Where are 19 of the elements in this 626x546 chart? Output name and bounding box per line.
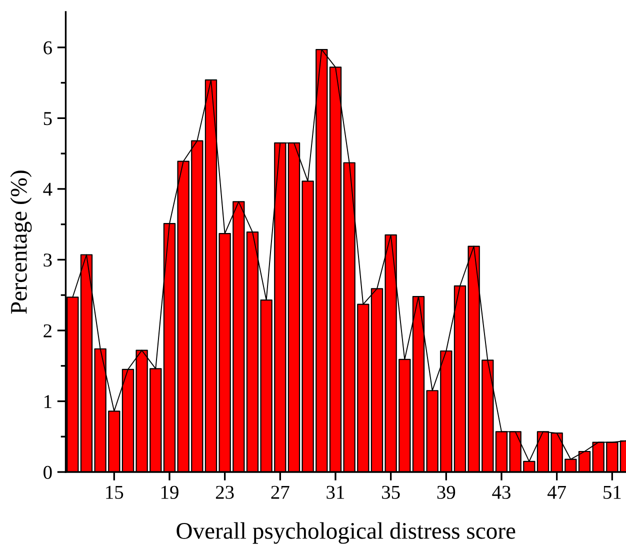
x-tick-label: 31 <box>326 486 344 499</box>
y-tick-label: 1 <box>44 395 52 408</box>
x-tick-label: 35 <box>382 486 400 499</box>
x-tick-label: 51 <box>604 486 621 499</box>
x-tick-label: 19 <box>161 486 178 499</box>
x-axis-title: Overall psychological distress score <box>176 522 516 544</box>
x-tick-label: 47 <box>547 486 566 499</box>
x-tick-label: 23 <box>216 486 234 499</box>
y-tick-label: 6 <box>44 41 52 54</box>
y-tick-label: 4 <box>43 182 52 196</box>
y-tick-label: 3 <box>44 254 52 267</box>
x-tick-label: 27 <box>271 486 290 499</box>
x-tick-label: 15 <box>106 486 124 499</box>
y-axis-title: Percentage (%) <box>10 170 32 314</box>
y-tick-label: 2 <box>44 324 52 338</box>
y-tick-label: 0 <box>44 466 52 479</box>
x-tick-label: 39 <box>437 486 456 499</box>
x-tick-label: 43 <box>492 486 510 499</box>
y-tick-label: 5 <box>44 112 52 126</box>
